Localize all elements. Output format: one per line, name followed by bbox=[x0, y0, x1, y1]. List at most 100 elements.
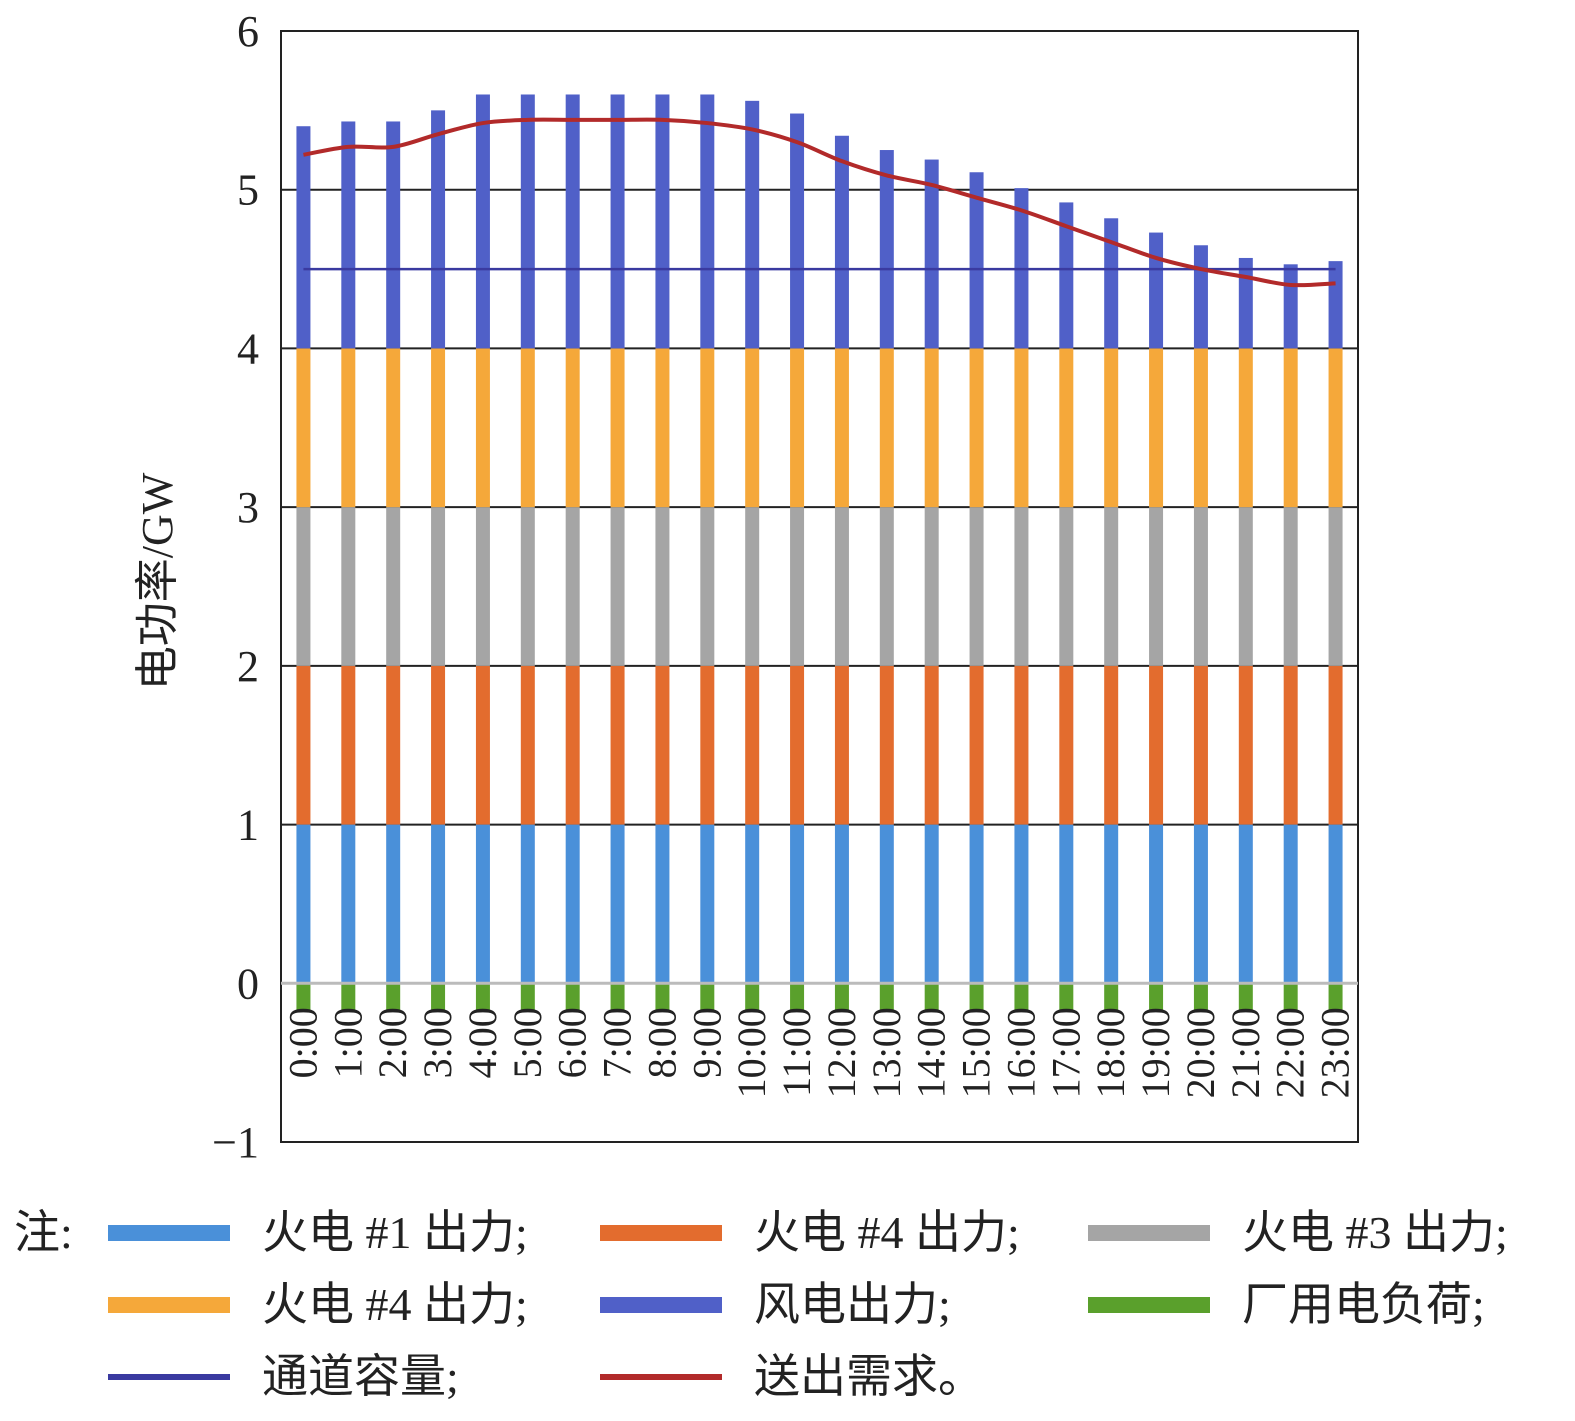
bar-segment bbox=[1238, 665, 1253, 825]
bar-segment bbox=[790, 113, 805, 349]
bar-segment bbox=[924, 348, 939, 508]
bar-segment bbox=[610, 94, 625, 349]
bar-segment bbox=[1104, 348, 1119, 508]
bar-segment bbox=[1193, 824, 1208, 984]
bar-segment bbox=[1059, 348, 1074, 508]
bar-segment bbox=[1328, 665, 1343, 825]
bar-segment bbox=[386, 665, 401, 825]
bar-segment bbox=[745, 665, 760, 825]
bar-segment bbox=[475, 348, 490, 508]
bar-segment bbox=[745, 348, 760, 508]
bar-segment bbox=[924, 665, 939, 825]
bar-segment bbox=[879, 824, 894, 984]
y-tick-label: 1 bbox=[237, 801, 259, 850]
bar-segment bbox=[745, 824, 760, 984]
bar-segment bbox=[296, 665, 311, 825]
bar-segment bbox=[386, 348, 401, 508]
legend-label: 火电 #3 出力; bbox=[1242, 1207, 1508, 1258]
bar-segment bbox=[1104, 824, 1119, 984]
bar-segment bbox=[879, 507, 894, 666]
bar-segment bbox=[610, 507, 625, 666]
x-tick-label: 6:00 bbox=[550, 1007, 595, 1078]
bar-segment bbox=[655, 824, 670, 984]
x-tick-label: 15:00 bbox=[954, 1007, 999, 1098]
bar-segment bbox=[969, 983, 984, 1012]
bar-segment bbox=[1328, 824, 1343, 984]
bar-segment bbox=[969, 172, 984, 349]
bar-segment bbox=[834, 983, 849, 1012]
legend-item-wind: 风电出力; bbox=[600, 1277, 951, 1333]
bar-segment bbox=[1193, 983, 1208, 1012]
bar-segment bbox=[1283, 264, 1298, 349]
y-tick-label: 2 bbox=[237, 642, 259, 691]
legend-item-thermal-3: 火电 #3 出力; bbox=[1088, 1205, 1508, 1261]
bar-segment bbox=[475, 824, 490, 984]
bar-segment bbox=[475, 665, 490, 825]
bar-segment bbox=[520, 507, 535, 666]
bar-segment bbox=[655, 983, 670, 1012]
bar-segment bbox=[520, 665, 535, 825]
bar-segment bbox=[1283, 824, 1298, 984]
bar-segment bbox=[1238, 507, 1253, 666]
bar-segment bbox=[1238, 824, 1253, 984]
bar-segment bbox=[1014, 665, 1029, 825]
bar-segment bbox=[386, 507, 401, 666]
bar-segment bbox=[700, 824, 715, 984]
bar-segment bbox=[655, 665, 670, 825]
x-tick-label: 4:00 bbox=[460, 1007, 505, 1078]
bar-segment bbox=[879, 348, 894, 508]
bar-segment bbox=[431, 665, 446, 825]
bar-segment bbox=[296, 348, 311, 508]
bar-segment bbox=[520, 983, 535, 1012]
y-tick-label: 6 bbox=[237, 7, 259, 56]
y-tick-label: 0 bbox=[237, 959, 259, 1008]
bar-segment bbox=[1104, 507, 1119, 666]
bar-segment bbox=[610, 824, 625, 984]
legend-label: 火电 #4 出力; bbox=[754, 1207, 1020, 1258]
bar-segment bbox=[834, 824, 849, 984]
bar-segment bbox=[475, 94, 490, 349]
bar-segment bbox=[700, 94, 715, 349]
bar-segment bbox=[386, 824, 401, 984]
y-axis-label: 电功率/GW bbox=[133, 472, 182, 690]
bar-segment bbox=[790, 824, 805, 984]
legend-swatch bbox=[600, 1297, 722, 1313]
x-tick-label: 5:00 bbox=[505, 1007, 550, 1078]
bar-segment bbox=[565, 348, 580, 508]
bar-segment bbox=[520, 824, 535, 984]
bar-segment bbox=[879, 665, 894, 825]
bar-segment bbox=[879, 983, 894, 1012]
y-tick-label: −1 bbox=[212, 1118, 259, 1167]
bar-segment bbox=[655, 507, 670, 666]
x-tick-label: 12:00 bbox=[819, 1007, 864, 1098]
legend-swatch bbox=[108, 1374, 230, 1380]
legend-item-channel-capacity: 通道容量; bbox=[108, 1349, 459, 1405]
bar-segment bbox=[924, 983, 939, 1012]
x-tick-label: 7:00 bbox=[595, 1007, 640, 1078]
bar-segment bbox=[834, 665, 849, 825]
bar-segment bbox=[745, 983, 760, 1012]
x-tick-label: 19:00 bbox=[1133, 1007, 1178, 1098]
bar-segment bbox=[1328, 261, 1343, 349]
bar-segment bbox=[1014, 983, 1029, 1012]
legend-label: 厂用电负荷; bbox=[1242, 1279, 1485, 1330]
x-tick-label: 21:00 bbox=[1223, 1007, 1268, 1098]
x-tick-label: 17:00 bbox=[1043, 1007, 1088, 1098]
x-tick-label: 2:00 bbox=[370, 1007, 415, 1078]
bar-segment bbox=[834, 135, 849, 349]
bar-segment bbox=[610, 983, 625, 1012]
x-tick-label: 13:00 bbox=[864, 1007, 909, 1098]
legend: 注: 火电 #1 出力; 火电 #4 出力; 火电 #3 出力; 火电 #4 出… bbox=[0, 1195, 1575, 1421]
bar-segment bbox=[745, 100, 760, 349]
bar-segment bbox=[341, 665, 356, 825]
bar-segment bbox=[565, 824, 580, 984]
legend-label: 火电 #1 出力; bbox=[262, 1207, 528, 1258]
bar-segment bbox=[745, 507, 760, 666]
bar-segment bbox=[1193, 245, 1208, 349]
bar-segment bbox=[790, 665, 805, 825]
legend-item-plant-load: 厂用电负荷; bbox=[1088, 1277, 1485, 1333]
bar-segment bbox=[1238, 348, 1253, 508]
bar-segment bbox=[386, 121, 401, 349]
stacked-bar-chart: −1 0 1 2 3 4 5 6 电功率/GW 0:00 1:00 2:00 3:00 4:00 5:00 6… bbox=[133, 7, 1359, 1167]
bar-segment bbox=[969, 507, 984, 666]
